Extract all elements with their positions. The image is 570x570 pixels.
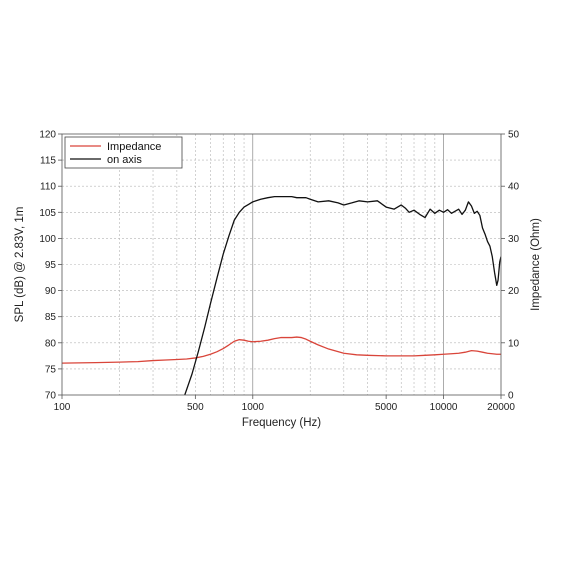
y2-tick-label: 30 [508, 234, 520, 245]
y-tick-label: 85 [45, 312, 57, 323]
y2-tick-label: 50 [508, 130, 520, 141]
y-tick-label: 75 [45, 364, 57, 375]
legend-box [64, 136, 183, 169]
legend-label-impedance: Impedance [107, 141, 161, 153]
y-tick-label: 120 [39, 130, 56, 141]
x-tick-label: 20000 [487, 402, 515, 413]
y-tick-label: 70 [45, 391, 57, 402]
x-tick-label: 1000 [242, 402, 265, 413]
x-axis-title: Frequency (Hz) [242, 417, 321, 429]
y2-tick-label: 0 [508, 391, 514, 402]
y2-tick-label: 40 [508, 182, 520, 193]
x-tick-label: 5000 [375, 402, 398, 413]
legend-label-on-axis: on axis [107, 154, 142, 166]
x-tick-label: 100 [54, 402, 71, 413]
series-line-on-axis [184, 195, 501, 395]
y-tick-label: 105 [39, 208, 56, 219]
y-tick-label: 110 [40, 182, 56, 193]
x-tick-label: 500 [187, 402, 204, 413]
y-tick-label: 95 [45, 260, 57, 271]
y2-axis-title: Impedance (Ohm) [530, 218, 542, 311]
y-tick-label: 80 [45, 338, 57, 349]
ticks-layer: 100 500 1000 5000 10000 200007075808590951001… [39, 130, 519, 414]
y2-tick-label: 10 [508, 338, 520, 349]
y-tick-label: 90 [45, 286, 57, 297]
legend: Impedance on axis [64, 136, 183, 169]
x-tick-label: 10000 [430, 402, 458, 413]
y-axis-title: SPL (dB) @ 2.83V, 1m [14, 207, 26, 323]
y2-tick-label: 20 [508, 286, 520, 297]
y-tick-label: 100 [39, 234, 56, 245]
series-layer [62, 195, 501, 395]
y-tick-label: 115 [40, 156, 56, 167]
